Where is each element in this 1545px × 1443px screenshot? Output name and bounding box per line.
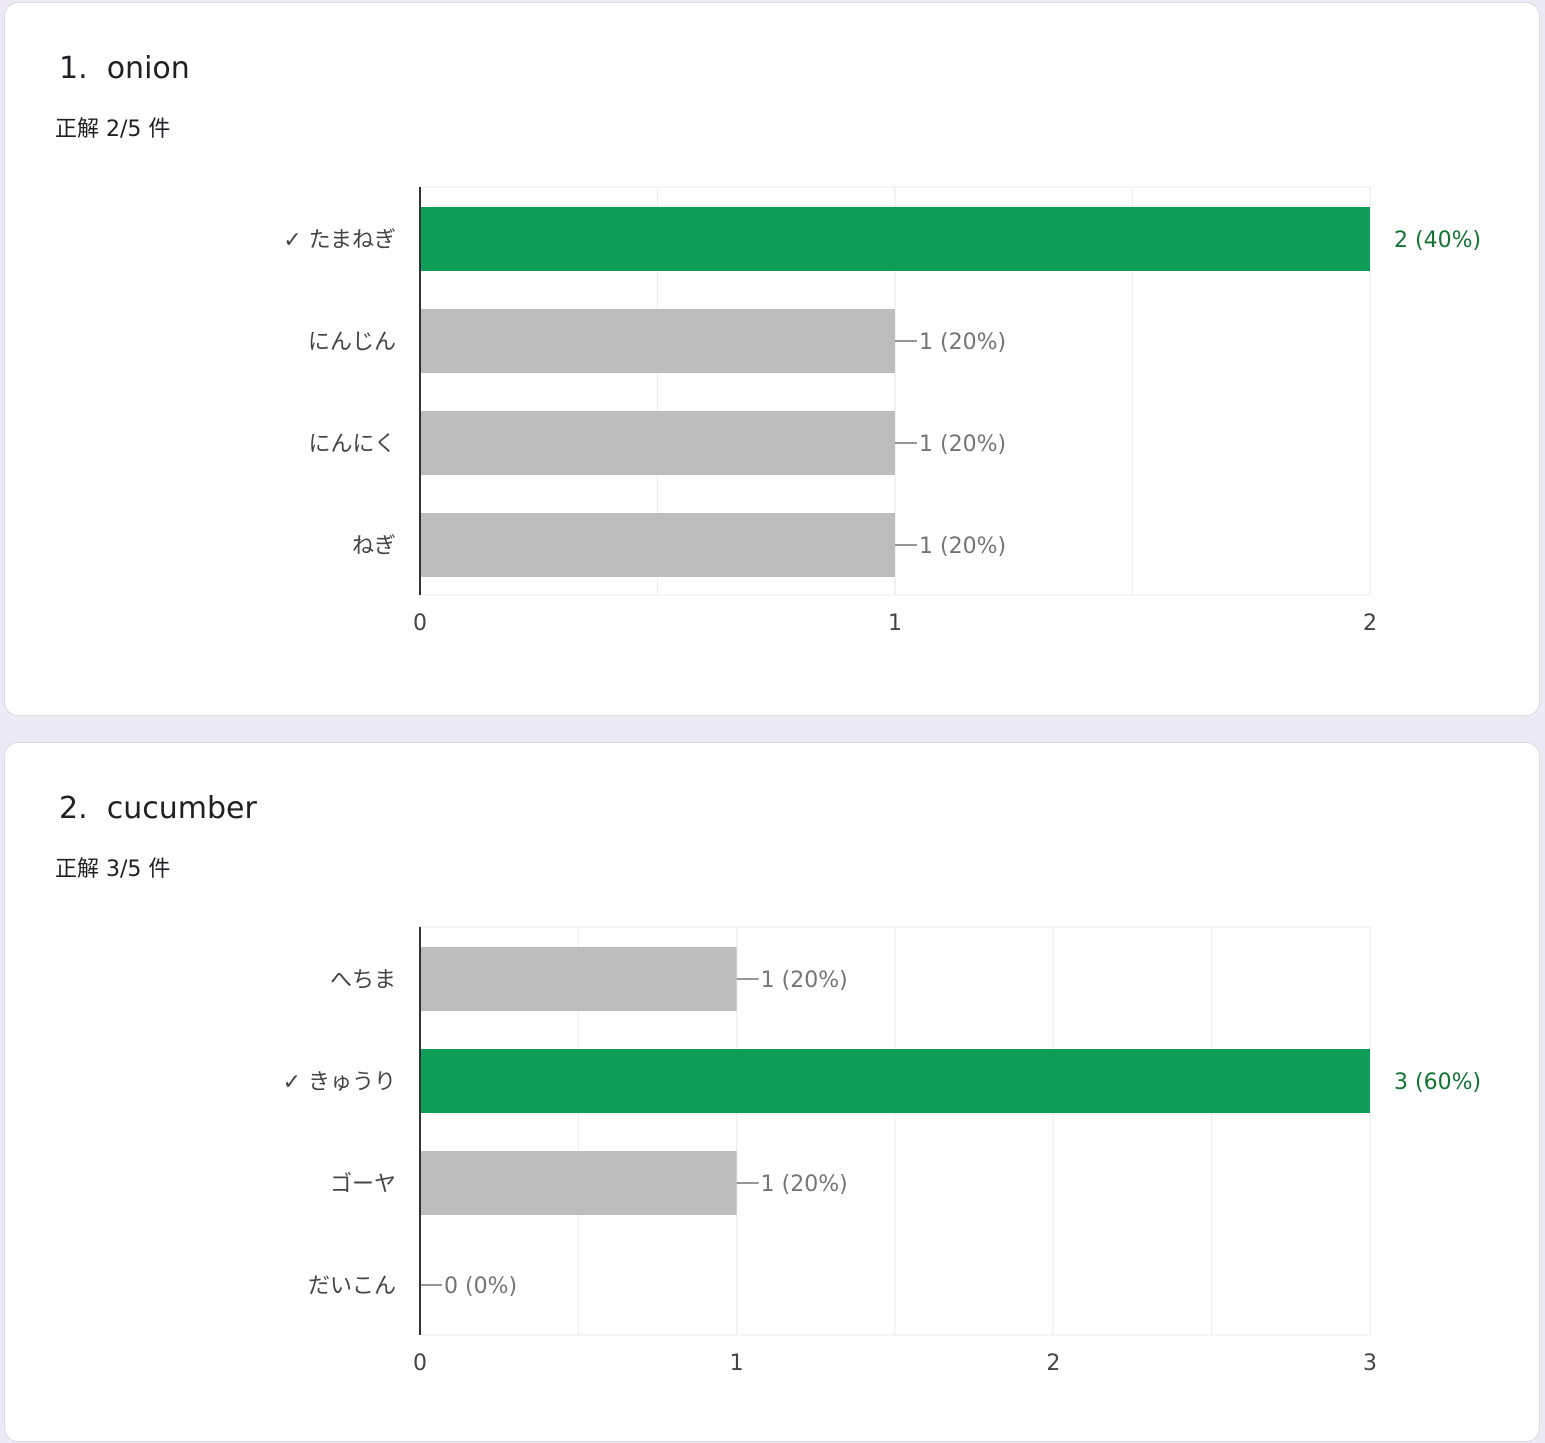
data-label: 1 (20%)	[919, 432, 1006, 457]
bar	[420, 207, 1370, 271]
x-tick-label: 1	[730, 1351, 744, 1376]
x-tick-label: 1	[888, 611, 902, 636]
category-label: にんじん	[308, 330, 396, 355]
bar	[420, 1049, 1370, 1113]
category-label: だいこん	[308, 1274, 396, 1299]
question-text: onion	[106, 51, 190, 86]
category-label: ゴーヤ	[330, 1172, 396, 1197]
question-number: 2.	[59, 791, 88, 826]
correct-count: 正解 2/5 件	[55, 117, 171, 142]
x-tick-label: 3	[1363, 1351, 1377, 1376]
question-number: 1.	[59, 51, 88, 86]
question-text: cucumber	[106, 791, 257, 826]
data-label: 1 (20%)	[761, 968, 848, 993]
category-label: にんにく	[308, 432, 396, 457]
data-label: 3 (60%)	[1394, 1070, 1481, 1095]
bar	[420, 947, 737, 1011]
question-card-2: 2. cucumber 正解 3/5 件 0 1 2 3 へちま 1 (20%) ✓ きゅう…	[4, 742, 1540, 1442]
bar-chart-cucumber: 0 1 2 3 へちま 1 (20%) ✓ きゅうり 3 (60%) ゴーヤ 1 (20%) だいこ…	[283, 926, 1481, 1376]
category-label: ✓ きゅうり	[283, 1070, 396, 1095]
bar-chart-onion: 0 1 2 ✓ たまねぎ 2 (40%) にんじん 1 (20%) にんにく 1 (20%) ねぎ…	[283, 186, 1481, 636]
data-label: 1 (20%)	[919, 330, 1006, 355]
x-tick-label: 2	[1363, 611, 1377, 636]
category-label: ねぎ	[352, 534, 396, 559]
data-label: 2 (40%)	[1394, 228, 1481, 253]
bar	[420, 1151, 737, 1215]
category-label: へちま	[330, 968, 396, 993]
bar	[420, 309, 895, 373]
x-tick-label: 0	[413, 611, 427, 636]
x-tick-label: 2	[1046, 1351, 1060, 1376]
category-label: ✓ たまねぎ	[283, 228, 396, 253]
question-title: 2. cucumber	[59, 791, 257, 826]
x-tick-label: 0	[413, 1351, 427, 1376]
bar	[420, 411, 895, 475]
question-card-1: 1. onion 正解 2/5 件 0 1 2 ✓ たまねぎ 2 (40%) にんじん 1 …	[4, 2, 1540, 716]
data-label: 1 (20%)	[919, 534, 1006, 559]
data-label: 1 (20%)	[761, 1172, 848, 1197]
correct-count: 正解 3/5 件	[55, 857, 171, 882]
question-title: 1. onion	[59, 51, 190, 86]
bar	[420, 513, 895, 577]
data-label: 0 (0%)	[444, 1274, 517, 1299]
